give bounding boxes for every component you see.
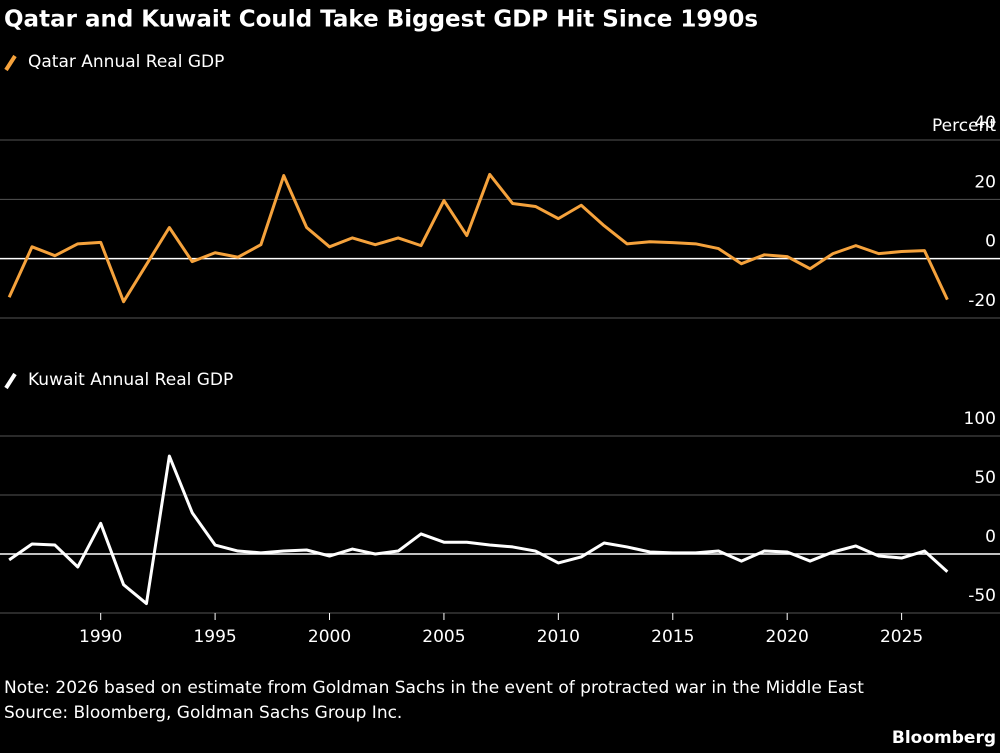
y-tick-label: 100: [964, 409, 996, 429]
y-tick-label: -20: [968, 291, 996, 311]
x-tick-label: 2000: [308, 627, 351, 647]
y-tick-label: -50: [968, 586, 996, 606]
legend-swatch: [4, 54, 17, 72]
source: Source: Bloomberg, Goldman Sachs Group I…: [4, 703, 402, 723]
x-tick-label: 2005: [422, 627, 465, 647]
y-tick-label: 40: [974, 113, 996, 133]
y-tick-label: 50: [974, 468, 996, 488]
x-tick-label: 2025: [880, 627, 923, 647]
y-axis-label: Percent: [932, 116, 996, 136]
x-tick-label: 1990: [79, 627, 122, 647]
data-line: [8, 454, 949, 606]
x-tick-label: 2010: [537, 627, 580, 647]
y-tick-label: 0: [985, 527, 996, 547]
y-tick-label: 0: [985, 232, 996, 252]
legend-label: Qatar Annual Real GDP: [28, 52, 224, 72]
note: Note: 2026 based on estimate from Goldma…: [4, 678, 864, 698]
y-tick-label: 20: [974, 172, 996, 192]
legend-label: Kuwait Annual Real GDP: [28, 370, 233, 390]
x-tick-label: 2015: [651, 627, 694, 647]
x-tick-label: 2020: [766, 627, 809, 647]
chart-title: Qatar and Kuwait Could Take Biggest GDP …: [4, 7, 758, 33]
x-tick-label: 1995: [193, 627, 236, 647]
legend-swatch: [4, 372, 17, 390]
brand: Bloomberg: [892, 728, 996, 748]
data-line: [7, 172, 949, 304]
